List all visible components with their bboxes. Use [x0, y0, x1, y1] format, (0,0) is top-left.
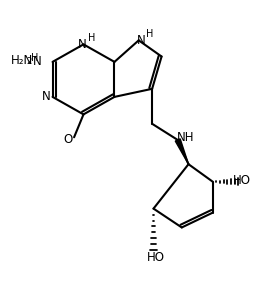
Text: N: N	[42, 90, 51, 103]
Text: HO: HO	[147, 251, 165, 264]
Text: 2: 2	[26, 57, 32, 67]
Text: H₂N: H₂N	[11, 54, 33, 67]
Text: NH: NH	[177, 131, 194, 144]
Text: HO: HO	[232, 174, 251, 187]
Text: H: H	[31, 53, 39, 63]
Text: N: N	[137, 34, 145, 47]
Polygon shape	[175, 139, 188, 164]
Text: N: N	[33, 55, 42, 68]
Text: O: O	[64, 133, 73, 146]
Text: H: H	[88, 33, 95, 43]
Text: H: H	[146, 29, 154, 39]
Text: N: N	[78, 38, 86, 51]
